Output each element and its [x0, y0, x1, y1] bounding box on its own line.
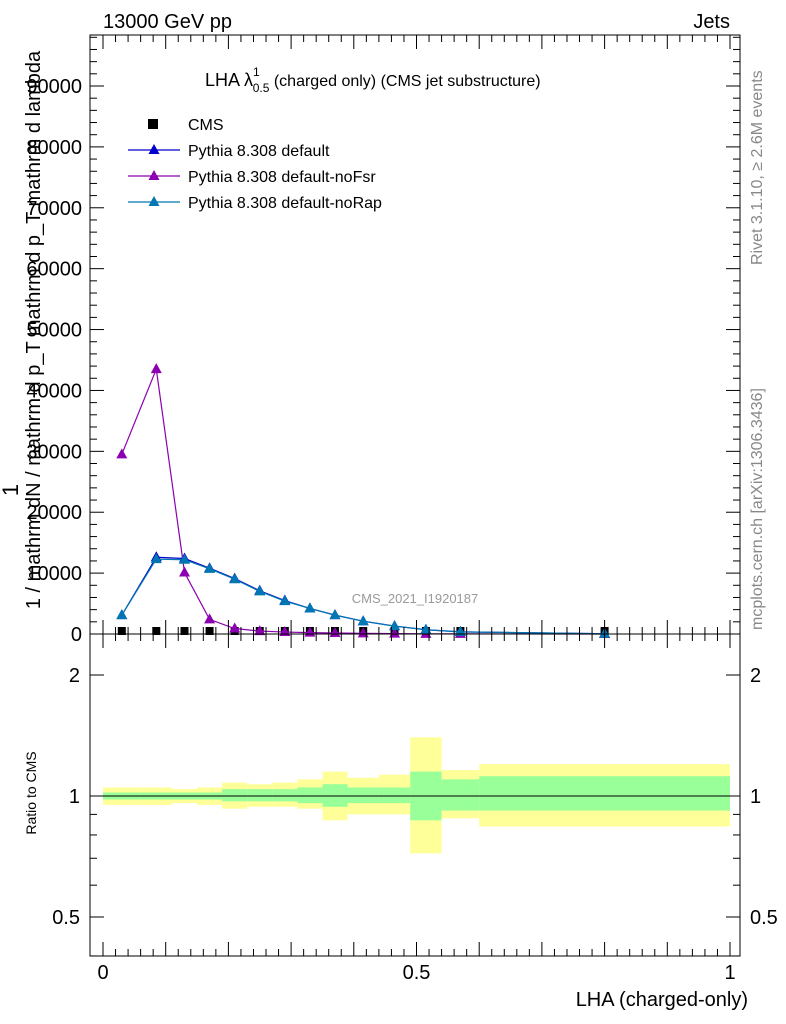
xtick-label: 0.5 [403, 962, 431, 984]
ratio-ytick-label-right: 2 [750, 665, 761, 687]
x-axis-label: LHA (charged-only) [576, 989, 748, 1011]
main-ytick-label: 40000 [26, 380, 82, 402]
legend-item: Pythia 8.308 default-noRap [128, 195, 382, 212]
series-3-point-9 [357, 615, 369, 626]
legend-label: Pythia 8.308 default [188, 143, 330, 160]
title-superscript: 1 [253, 65, 260, 79]
main-ytick-label: 50000 [26, 320, 82, 342]
series-3-point-7 [304, 602, 316, 613]
legend-marker-triangle [148, 144, 160, 154]
ratio-ytick-label-left: 2 [69, 665, 80, 687]
series-3-point-2 [179, 553, 191, 564]
series-3-point-1 [150, 553, 162, 564]
series-2-point-5 [254, 625, 266, 636]
title-main: LHA λ [205, 70, 253, 90]
ratio-ytick-label-right: 0.5 [750, 907, 778, 929]
ratio-stat-band-13 [479, 776, 730, 811]
mcplots-source-label: mcplots.cern.ch [arXiv:1306.3436] [749, 388, 766, 630]
cms-point-1 [152, 627, 161, 635]
xtick-label: 1 [724, 962, 735, 984]
ratio-stat-band-5 [247, 789, 273, 802]
main-ytick-label: 30000 [26, 441, 82, 463]
ratio-stat-band-4 [222, 789, 248, 802]
series-2-point-8 [329, 627, 341, 638]
series-3-point-0 [116, 609, 128, 620]
legend-label: Pythia 8.308 default-noFsr [188, 169, 376, 186]
series-3-point-6 [279, 595, 291, 606]
ratio-stat-band-9 [347, 787, 379, 804]
series-2-point-1 [150, 363, 162, 374]
ratio-ytick-label-left: 1 [69, 786, 80, 808]
series-2-point-2 [179, 566, 191, 577]
series-3-point-5 [254, 585, 266, 596]
ratio-stat-band-12 [441, 779, 480, 811]
legend-marker-square [148, 119, 158, 129]
legend-item: Pythia 8.308 default-noFsr [128, 169, 376, 186]
ratio-ytick-label-right: 1 [750, 786, 761, 808]
legend-label: Pythia 8.308 default-noRap [188, 195, 382, 212]
main-ytick-label: 60000 [26, 259, 82, 281]
title-subscript: 0.5 [253, 81, 270, 95]
main-ytick-label: 0 [71, 624, 82, 646]
legend-item: Pythia 8.308 default [128, 143, 330, 160]
series-3-point-12 [454, 625, 466, 636]
cms-point-0 [117, 627, 126, 635]
axes: 0 10000 20000 30000 40000 50000 60000 70000 8000… [26, 34, 778, 984]
y-label-full: 1 / mathrm dN / mathrm d p_T mathrm d p_… [23, 50, 45, 609]
xtick-label: 0 [97, 962, 108, 984]
legend-item: CMS [148, 117, 224, 134]
ratio-ytick-label-left: 0.5 [52, 907, 80, 929]
main-ytick-label: 90000 [26, 76, 82, 98]
ratio-stat-band-7 [297, 787, 323, 804]
ratio-stat-band-8 [322, 784, 348, 807]
ratio-y-label: Ratio to CMS [23, 751, 39, 834]
ratio-frame [89, 633, 741, 957]
header-right: Jets [693, 11, 730, 33]
legend-label: CMS [188, 117, 224, 134]
title-rest: (charged only) (CMS jet substructure) [269, 73, 540, 90]
series-3-point-3 [204, 562, 216, 573]
legend-marker-triangle [148, 170, 160, 180]
ratio-bands [103, 737, 730, 854]
series-line-3 [121, 558, 605, 635]
legend-marker-triangle [148, 196, 160, 206]
rivet-version-label: Rivet 3.1.10, ≥ 2.6M events [749, 70, 766, 265]
series-2-point-4 [229, 622, 241, 633]
ratio-stat-band-10 [378, 787, 411, 804]
main-y-label: 1 1 / mathrm dN / mathrm d p_T mathrm d … [0, 50, 45, 609]
ratio-stat-band-6 [272, 789, 298, 802]
header-left: 13000 GeV pp [103, 11, 232, 33]
series-3-point-4 [229, 573, 241, 584]
plot-title: LHA λ1 0.5 (charged only) (CMS jet substr… [205, 65, 541, 95]
main-ytick-label: 80000 [26, 137, 82, 159]
series-2-point-3 [204, 613, 216, 624]
cms-point-2 [180, 627, 189, 635]
analysis-watermark: CMS_2021_I1920187 [352, 591, 479, 606]
legend: CMS Pythia 8.308 default Pythia 8.308 defa… [128, 117, 382, 212]
series-3-point-8 [329, 609, 341, 620]
cms-point-3 [205, 627, 214, 635]
series-2-point-0 [116, 448, 128, 459]
main-ytick-label: 70000 [26, 198, 82, 220]
main-ytick-label: 20000 [26, 502, 82, 524]
main-ytick-label: 10000 [26, 563, 82, 585]
y-label-one: 1 [0, 484, 23, 496]
